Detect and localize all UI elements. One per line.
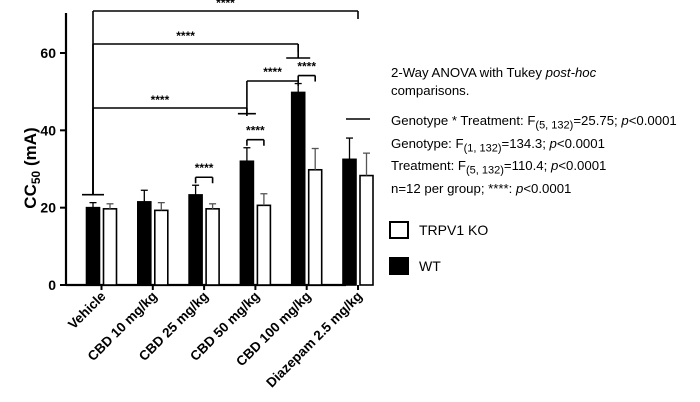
significance-label: **** [297,60,316,74]
bar-ko [205,208,220,286]
bar-wt [188,194,203,286]
legend-label-ko: TRPV1 KO [419,222,489,238]
stats-line-2: comparisons. [391,83,470,98]
x-tick-label: Diazepam 2.5 mg/kg [263,289,365,391]
statistics-text: 2-Way ANOVA with Tukey post-hoc comparis… [391,64,696,198]
significance-label: **** [151,93,170,107]
bar-ko [102,208,118,286]
significance-label: **** [263,65,282,79]
stats-n-line: n=12 per group; ****: p<0.0001 [391,180,572,196]
y-tick-label: 0 [48,277,56,293]
legend-label-wt: WT [419,258,441,274]
bar-ko [256,204,272,286]
stats-interaction: Genotype * Treatment: F(5, 132)=25.75; p… [391,113,677,132]
y-axis-label: CC50 (mA) [21,127,43,208]
significance-label: **** [216,0,235,10]
significance-label: **** [195,161,214,175]
y-tick-label: 40 [40,122,56,138]
bar-wt [85,206,101,286]
significance-label: **** [176,29,195,43]
y-tick-label: 60 [40,45,56,61]
legend-item-wt: WT [389,257,441,275]
bar-ko [307,168,323,286]
y-tick-label: 20 [40,200,56,216]
bar-wt [342,158,357,286]
stats-treatment: Treatment: F(5, 132)=110.4; p<0.0001 [391,158,607,177]
bar-wt [137,201,152,286]
legend-swatch-ko [389,221,409,239]
chart-bars [85,82,374,286]
x-tick-label: Vehicle [65,288,109,332]
significance-label: **** [246,124,265,138]
stats-line-1: 2-Way ANOVA with Tukey post-hoc [391,65,597,80]
stats-genotype: Genotype: F(1, 132)=134.3; p<0.0001 [391,135,605,155]
legend-item-ko: TRPV1 KO [389,221,488,239]
bar-wt [290,91,306,286]
legend-swatch-wt [389,257,409,275]
significance-brackets: **** **** **** **** **** **** **** [82,0,370,196]
bar-wt [239,160,255,286]
bar-ko [154,209,169,286]
bar-ko [359,174,374,286]
